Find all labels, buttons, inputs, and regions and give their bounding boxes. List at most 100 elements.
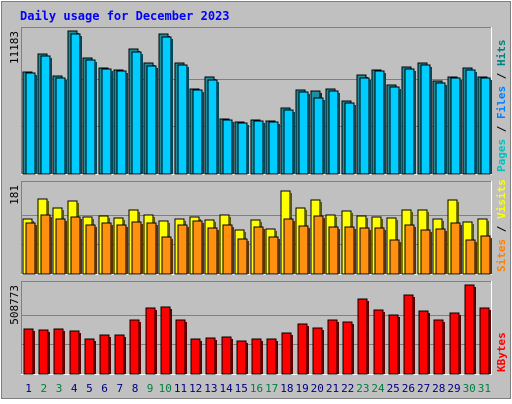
bar-files-day-18-shadow — [293, 112, 295, 174]
bar-kbytes-day-10 — [160, 306, 171, 375]
bar-sites-day-28-shadow — [445, 231, 447, 274]
panel-visits-sites-ymax-label: 181 — [8, 185, 21, 205]
bar-files-day-17 — [268, 121, 279, 175]
bar-kbytes-day-18 — [281, 332, 292, 375]
bar-sites-day-7-shadow — [126, 227, 128, 274]
bar-sites-day-24-shadow — [384, 230, 386, 274]
bar-kbytes-day-14-shadow — [231, 339, 233, 374]
bar-sites-day-4 — [70, 216, 81, 275]
bar-files-day-19 — [298, 91, 309, 175]
x-tick-label: 15 — [235, 382, 248, 395]
bar-sites-day-19 — [298, 225, 309, 275]
bar-kbytes-day-3-shadow — [63, 331, 65, 374]
x-axis-day-labels: 1 2 3 4 5 6 7 8 9 10 11 12 13 14 15 16 17 18 19 20 21 22 23 24 2… — [25, 382, 491, 395]
bar-files-day-21-shadow — [338, 93, 340, 174]
bar-files-day-4 — [70, 33, 81, 175]
bar-files-day-25-shadow — [399, 89, 401, 174]
bar-files-day-28-shadow — [445, 85, 447, 174]
bar-files-day-23-shadow — [369, 80, 371, 174]
x-tick-label: 5 — [86, 382, 93, 395]
bar-sites-day-25 — [389, 239, 400, 275]
bar-kbytes-day-25 — [388, 314, 399, 375]
bar-sites-day-22 — [344, 226, 355, 275]
bar-files-day-31-shadow — [490, 80, 492, 174]
legend-entry: Sites — [495, 239, 508, 272]
bar-files-day-3 — [55, 77, 66, 175]
bar-kbytes-day-17 — [266, 338, 277, 375]
bar-sites-day-11-shadow — [187, 227, 189, 274]
bar-kbytes-day-20-shadow — [322, 330, 324, 374]
bar-kbytes-day-18-shadow — [291, 335, 293, 374]
bar-files-day-29 — [450, 77, 461, 175]
x-tick-label: 7 — [116, 382, 123, 395]
bar-sites-day-22-shadow — [354, 229, 356, 274]
bar-sites-day-15 — [237, 238, 248, 275]
bar-kbytes-day-4-shadow — [79, 333, 81, 374]
bar-files-day-22-shadow — [354, 105, 356, 174]
bar-files-day-20 — [313, 97, 324, 175]
bar-kbytes-day-31 — [479, 307, 490, 375]
x-tick-label: 21 — [326, 382, 339, 395]
bar-kbytes-day-19 — [297, 323, 308, 375]
x-tick-label: 4 — [71, 382, 78, 395]
bar-kbytes-day-14 — [221, 336, 232, 375]
bar-files-day-11-shadow — [187, 67, 189, 174]
bar-sites-day-9 — [146, 222, 157, 275]
bar-kbytes-day-13-shadow — [215, 340, 217, 374]
bar-kbytes-day-4 — [69, 330, 80, 375]
bar-files-day-25 — [389, 86, 400, 175]
bar-files-day-21 — [328, 90, 339, 175]
bar-kbytes-day-9-shadow — [155, 310, 157, 374]
bar-files-day-26 — [404, 68, 415, 175]
bar-files-day-23 — [359, 77, 370, 175]
bar-kbytes-day-28-shadow — [443, 322, 445, 374]
bar-kbytes-day-15-shadow — [246, 343, 248, 374]
bar-sites-day-12 — [192, 220, 203, 275]
bar-kbytes-day-7-shadow — [124, 337, 126, 374]
bar-sites-day-30-shadow — [475, 242, 477, 274]
bar-files-day-24 — [374, 70, 385, 175]
bar-sites-day-10-shadow — [171, 239, 173, 274]
legend-entry: / — [495, 66, 508, 86]
x-tick-label: 9 — [147, 382, 154, 395]
bar-sites-day-16-shadow — [263, 229, 265, 274]
bar-sites-day-25-shadow — [399, 242, 401, 274]
bar-kbytes-day-1-shadow — [33, 331, 35, 374]
bar-kbytes-day-6 — [99, 334, 110, 375]
bar-files-day-15-shadow — [247, 125, 249, 174]
bar-kbytes-day-31-shadow — [489, 310, 491, 374]
bar-files-day-10-shadow — [171, 39, 173, 174]
bar-sites-day-12-shadow — [202, 223, 204, 274]
bar-sites-day-29 — [450, 222, 461, 275]
bar-kbytes-day-6-shadow — [109, 337, 111, 374]
bar-sites-day-26-shadow — [414, 227, 416, 274]
bar-files-day-19-shadow — [308, 94, 310, 174]
bar-kbytes-day-21-shadow — [337, 322, 339, 374]
bar-files-day-5 — [85, 59, 96, 175]
bar-sites-day-2 — [40, 214, 51, 275]
legend-entry: / — [495, 119, 508, 139]
bar-files-day-13 — [207, 79, 218, 175]
bar-kbytes-day-25-shadow — [398, 317, 400, 374]
bar-files-day-30 — [465, 69, 476, 175]
x-tick-label: 19 — [295, 382, 308, 395]
x-tick-label: 16 — [250, 382, 263, 395]
bar-sites-day-14 — [222, 224, 233, 275]
bar-sites-day-21-shadow — [338, 229, 340, 274]
bar-kbytes-day-22-shadow — [352, 324, 354, 374]
panel-kbytes-legend: KBytes — [495, 332, 508, 372]
panel-hits-files-pages-ymax-label: 11183 — [8, 31, 21, 64]
bar-kbytes-day-26 — [403, 294, 414, 375]
panel-kbytes-ymax-label: 508773 — [8, 285, 21, 325]
x-tick-label: 30 — [463, 382, 476, 395]
bar-kbytes-day-11-shadow — [185, 322, 187, 374]
bar-sites-day-18 — [283, 218, 294, 275]
bar-sites-day-17 — [268, 236, 279, 275]
bar-sites-day-8 — [131, 221, 142, 275]
bar-files-day-8-shadow — [141, 54, 143, 174]
bar-kbytes-day-27 — [418, 310, 429, 375]
x-tick-label: 11 — [174, 382, 187, 395]
bar-kbytes-day-29-shadow — [459, 315, 461, 374]
bar-sites-day-3 — [55, 218, 66, 275]
